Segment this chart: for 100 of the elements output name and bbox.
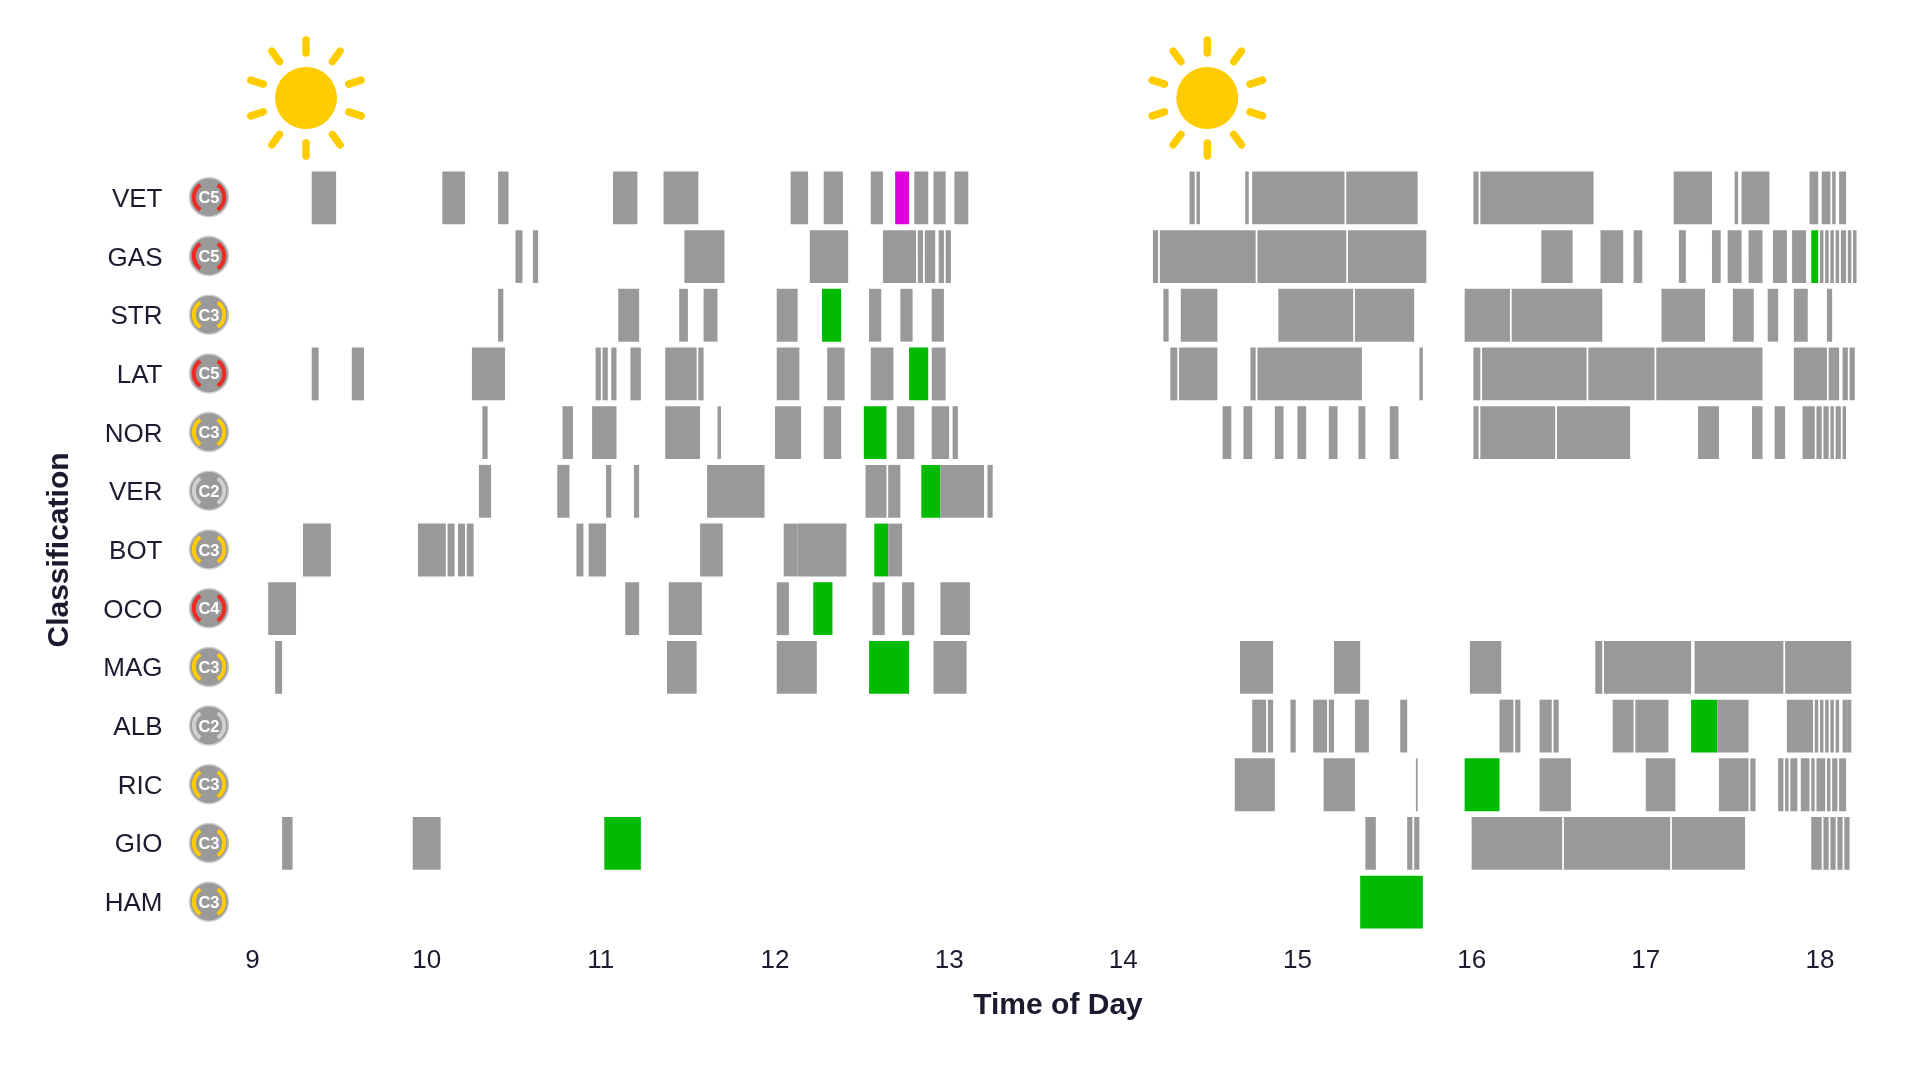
bar [1853, 230, 1857, 283]
bar [1419, 347, 1423, 401]
x-tick-label: 15 [1283, 943, 1312, 974]
y2-tick-label: C5 [198, 247, 220, 265]
x-tick-label: 14 [1108, 943, 1138, 974]
bar [311, 171, 337, 225]
bar [1539, 758, 1571, 812]
bar [776, 288, 798, 342]
bar [933, 171, 946, 225]
bar [466, 523, 474, 577]
bar [595, 347, 601, 401]
bar [1473, 347, 1481, 401]
y2-tick-label: C3 [198, 423, 220, 442]
bar [1245, 171, 1249, 225]
bar [1358, 406, 1366, 460]
bar [1673, 171, 1712, 225]
y2-tick-label: C3 [198, 834, 220, 852]
bar [1400, 699, 1408, 753]
y2-tick-label: C5 [198, 364, 220, 383]
bar [1645, 758, 1676, 812]
bar [822, 288, 842, 342]
bar [1347, 230, 1427, 283]
bar [498, 288, 504, 342]
bar [938, 230, 944, 283]
bar [1163, 288, 1169, 342]
bar [1732, 288, 1754, 342]
bar [790, 171, 809, 225]
bar [987, 464, 993, 518]
bar [1727, 230, 1742, 283]
badge: C4 [188, 587, 230, 629]
bar [921, 464, 941, 518]
badge: C5 [188, 353, 230, 394]
bar [1471, 817, 1563, 870]
bar [1826, 288, 1833, 342]
bar [1360, 875, 1423, 929]
bar [588, 523, 607, 577]
bar [557, 464, 570, 518]
bar [1600, 230, 1624, 283]
bar [774, 406, 802, 460]
bar [1334, 640, 1361, 694]
y-tick-label: RIC [117, 769, 163, 800]
bar [515, 230, 523, 283]
bar [1541, 230, 1573, 283]
bar [498, 171, 509, 225]
bar [1717, 699, 1749, 753]
y-tick-label: NOR [104, 417, 163, 448]
bar [458, 523, 465, 577]
bar [667, 640, 697, 694]
bar [700, 523, 723, 577]
bar [1711, 230, 1721, 283]
bar [1222, 406, 1232, 460]
bar [865, 464, 887, 518]
bar [1833, 347, 1840, 401]
bar [1170, 347, 1178, 401]
y-tick-label: HAM [104, 887, 163, 918]
y-tick-label: LAT [116, 358, 163, 389]
bar [931, 406, 950, 460]
bar [684, 230, 725, 283]
bar [1671, 817, 1746, 870]
bar [1556, 406, 1631, 460]
bar [611, 347, 617, 401]
bar [707, 464, 765, 518]
bar [1752, 406, 1763, 460]
bar [900, 288, 913, 342]
bar [282, 817, 293, 870]
bar [1274, 406, 1284, 460]
bar [618, 288, 640, 342]
bar [351, 347, 364, 401]
bar [940, 464, 984, 518]
x-tick-label: 12 [760, 943, 790, 974]
y-tick-label: STR [110, 300, 163, 331]
x-tick-label: 9 [245, 943, 260, 974]
bar [776, 347, 800, 401]
bar [872, 582, 885, 636]
bar [613, 171, 634, 225]
badge: C5 [188, 177, 230, 218]
bar [1839, 758, 1847, 812]
y2-tick-label: C3 [198, 540, 220, 559]
x-tick-label: 11 [587, 943, 615, 974]
bar [952, 406, 958, 460]
bar [532, 230, 539, 283]
bar [933, 640, 967, 694]
badge: C3 [188, 529, 230, 570]
bar [1691, 699, 1718, 753]
bar [914, 171, 929, 225]
bar [1809, 171, 1819, 225]
y2-tick-label: C4 [198, 599, 221, 618]
bar [1234, 758, 1275, 812]
bar [1595, 640, 1603, 694]
bar [1278, 288, 1354, 342]
bar [1832, 171, 1836, 225]
y2-tick-label: C3 [198, 775, 220, 794]
bar [606, 464, 612, 518]
x-tick-label: 18 [1805, 943, 1835, 974]
bar [665, 406, 701, 460]
y2-tick-label: C2 [198, 716, 220, 735]
bar [1778, 758, 1784, 812]
bar [776, 582, 789, 636]
bar [888, 464, 901, 518]
badge: C3 [188, 646, 230, 688]
